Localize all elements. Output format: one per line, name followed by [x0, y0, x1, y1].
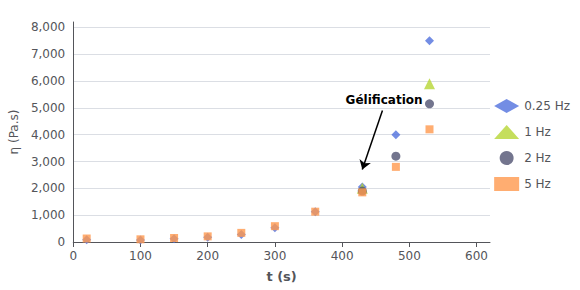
svg-text:2 Hz: 2 Hz: [524, 151, 551, 165]
svg-text:5,000: 5,000: [31, 101, 65, 115]
svg-text:8,000: 8,000: [31, 20, 65, 34]
svg-text:600: 600: [465, 249, 488, 263]
svg-text:4,000: 4,000: [31, 128, 65, 142]
svg-text:100: 100: [129, 249, 152, 263]
svg-text:η (Pa.s): η (Pa.s): [7, 110, 21, 155]
svg-text:t (s): t (s): [266, 269, 296, 284]
svg-text:300: 300: [263, 249, 286, 263]
svg-text:1 Hz: 1 Hz: [524, 125, 551, 139]
svg-text:3,000: 3,000: [31, 155, 65, 169]
svg-text:200: 200: [196, 249, 219, 263]
svg-text:0: 0: [69, 249, 77, 263]
svg-text:7,000: 7,000: [31, 47, 65, 61]
svg-text:2,000: 2,000: [31, 181, 65, 195]
svg-text:1,000: 1,000: [31, 208, 65, 222]
svg-text:400: 400: [331, 249, 354, 263]
svg-text:0.25 Hz: 0.25 Hz: [524, 99, 570, 113]
svg-text:0: 0: [58, 235, 66, 249]
svg-text:6,000: 6,000: [31, 74, 65, 88]
svg-text:5 Hz: 5 Hz: [524, 177, 551, 191]
svg-text:500: 500: [398, 249, 421, 263]
svg-text:Gélification: Gélification: [346, 93, 423, 107]
